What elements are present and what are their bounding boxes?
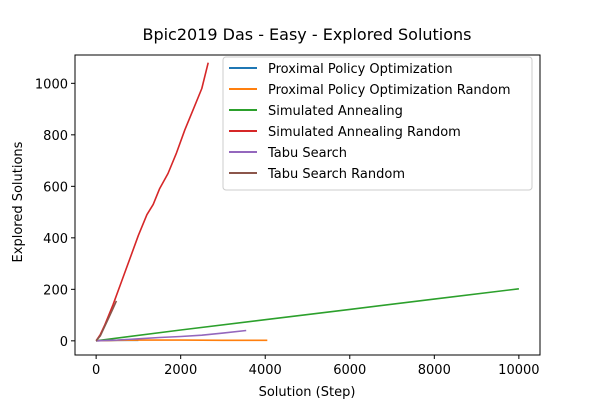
y-axis: 0 200 400 600 800 1000: [35, 77, 75, 350]
legend-frame: [222, 56, 533, 191]
x-tick-label: 8000: [418, 363, 451, 378]
y-tick-label: 800: [43, 129, 68, 144]
chart-title: Bpic2019 Das - Easy - Explored Solutions: [142, 25, 471, 44]
x-tick-label: 0: [92, 363, 100, 378]
x-tick-label: 2000: [164, 363, 197, 378]
series-line-4: [96, 329, 247, 342]
legend-entry: Tabu Search: [267, 146, 347, 161]
legend-entry: Simulated Annealing: [268, 104, 403, 119]
y-tick-label: 200: [43, 283, 68, 298]
y-tick-label: 400: [43, 232, 68, 247]
x-axis: 0 2000 4000 6000 8000 10000: [92, 355, 540, 378]
legend-entry: Simulated Annealing Random: [268, 125, 461, 140]
plot-frame: [74, 54, 541, 356]
plot-area: [74, 54, 541, 356]
x-tick-label: 4000: [249, 363, 282, 378]
legend: Proximal Policy Optimization Proximal Pol…: [222, 56, 533, 191]
legend-entry: Proximal Policy Optimization Random: [268, 83, 511, 98]
series-lines: [95, 62, 519, 342]
series-line-5: [95, 300, 118, 342]
x-tick-label: 10000: [498, 363, 539, 378]
series-line-2: [95, 288, 519, 342]
y-tick-label: 1000: [35, 77, 68, 92]
series-line-3: [95, 62, 209, 342]
y-axis-label: Explored Solutions: [11, 141, 26, 262]
legend-entry: Proximal Policy Optimization: [268, 62, 453, 77]
y-tick-label: 0: [60, 335, 68, 350]
y-tick-label: 600: [43, 180, 68, 195]
x-axis-label: Solution (Step): [259, 385, 356, 400]
legend-entry: Tabu Search Random: [267, 167, 405, 182]
x-tick-label: 6000: [333, 363, 366, 378]
